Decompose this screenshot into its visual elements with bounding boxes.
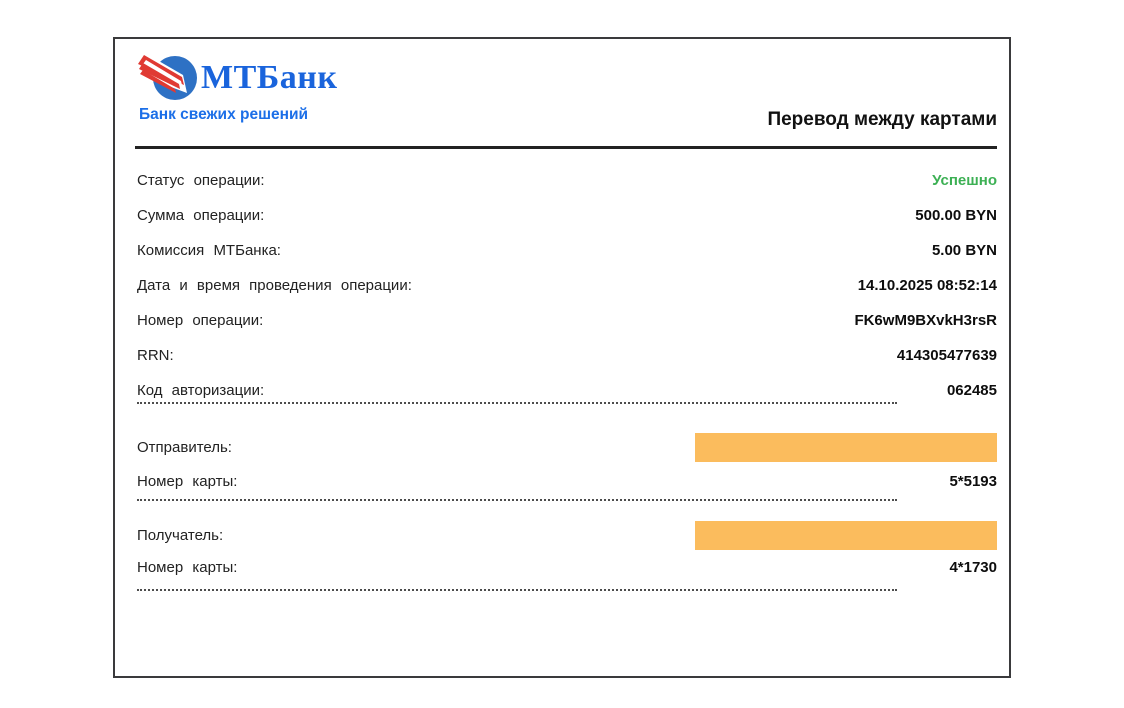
detail-row-operation-number: Номер операции: FK6wM9BXvkH3rsR (137, 312, 997, 332)
section-divider (137, 402, 897, 404)
section-divider (137, 499, 897, 501)
detail-label: Номер операции: (137, 312, 264, 329)
sender-card-row: Номер карты: 5*5193 (137, 473, 997, 493)
receiver-label: Получатель: (137, 527, 224, 544)
receiver-card-row: Номер карты: 4*1730 (137, 559, 997, 579)
detail-value: 414305477639 (896, 347, 997, 364)
detail-row-amount: Сумма операции: 500.00 BYN (137, 207, 997, 227)
detail-row-auth-code: Код авторизации: 062485 (137, 382, 997, 402)
detail-value: FK6wM9BXvkH3rsR (854, 312, 997, 329)
detail-value: 062485 (946, 382, 997, 399)
mtbank-logo-icon (137, 53, 199, 103)
receiver-row: Получатель: (137, 521, 997, 550)
detail-row-commission: Комиссия МТБанка: 5.00 BYN (137, 242, 997, 262)
detail-label: RRN: (137, 347, 174, 364)
status-value: Успешно (932, 172, 997, 189)
sender-row: Отправитель: (137, 433, 997, 462)
detail-label: Статус операции: (137, 172, 265, 189)
detail-label: Комиссия МТБанка: (137, 242, 281, 259)
brand-block: МТБанк Банк свежих решений (137, 53, 337, 124)
detail-label: Дата и время проведения операции: (137, 277, 412, 294)
brand-tagline: Банк свежих решений (139, 106, 309, 123)
card-value: 5*5193 (949, 473, 997, 490)
card-value: 4*1730 (949, 559, 997, 576)
header-divider (135, 146, 997, 149)
detail-row-rrn: RRN: 414305477639 (137, 347, 997, 367)
detail-value: 14.10.2025 08:52:14 (857, 277, 997, 294)
card-label: Номер карты: (137, 559, 238, 576)
sender-label: Отправитель: (137, 439, 232, 456)
detail-row-datetime: Дата и время проведения операции: 14.10.… (137, 277, 997, 297)
page-title: Перевод между картами (767, 109, 997, 130)
card-label: Номер карты: (137, 473, 238, 490)
sender-name-redaction (695, 433, 997, 462)
section-divider (137, 589, 897, 591)
detail-value: 500.00 BYN (915, 207, 997, 224)
receiver-name-redaction (695, 521, 997, 550)
detail-value: 5.00 BYN (931, 242, 997, 259)
detail-label: Сумма операции: (137, 207, 265, 224)
brand-name: МТБанк (201, 59, 338, 96)
detail-label: Код авторизации: (137, 382, 265, 399)
detail-row-status: Статус операции: Успешно (137, 172, 997, 192)
receipt-document: МТБанк Банк свежих решений Перевод между… (113, 37, 1011, 678)
